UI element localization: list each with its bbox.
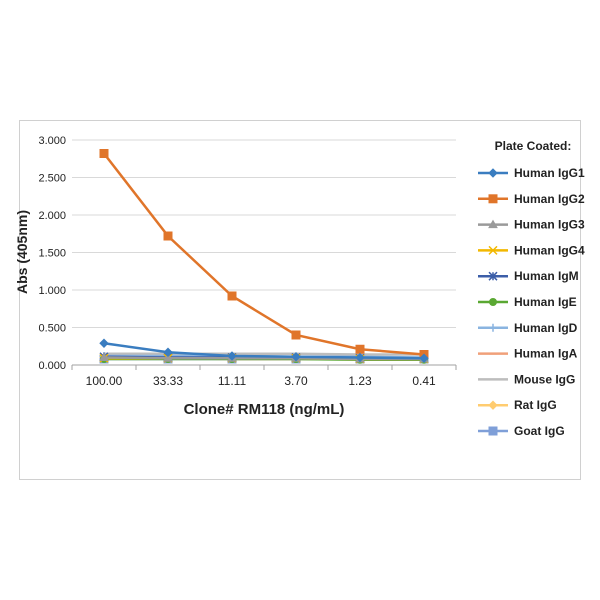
legend-label: Human IgE	[514, 295, 577, 309]
y-tick-label: 3.000	[38, 135, 66, 147]
legend-item: Goat IgG	[478, 424, 565, 438]
data-point	[355, 344, 365, 354]
legend-marker	[488, 245, 498, 255]
legend-item: Human IgE	[478, 295, 577, 309]
data-point	[99, 352, 109, 361]
data-point	[227, 351, 237, 361]
series-line	[104, 352, 424, 356]
series-line	[103, 342, 425, 360]
x-tick-label: 100.00	[86, 374, 123, 388]
legend-label: Mouse IgG	[514, 372, 575, 386]
legend-item: Human IgG1	[478, 166, 585, 180]
data-point	[419, 353, 429, 363]
legend-label: Human IgG4	[514, 243, 585, 257]
series-human-igg2	[99, 149, 429, 359]
y-axis-label: Abs (405nm)	[14, 210, 30, 294]
data-point	[99, 149, 109, 158]
series-line	[103, 152, 425, 356]
legend-marker	[488, 194, 498, 204]
legend-marker	[488, 426, 498, 436]
data-point	[99, 338, 109, 348]
legend-marker	[488, 271, 498, 281]
legend-marker	[489, 323, 497, 332]
legend-label: Goat IgG	[514, 424, 565, 438]
legend-marker	[488, 168, 498, 178]
data-point	[291, 352, 301, 362]
x-tick-label: 33.33	[153, 374, 183, 388]
data-point	[163, 231, 173, 241]
legend-marker	[489, 298, 497, 306]
legend-item: Human IgM	[478, 269, 579, 283]
legend-item: Rat IgG	[478, 398, 557, 412]
legend-label: Human IgM	[514, 269, 579, 283]
legend-label: Human IgD	[514, 321, 578, 335]
series-human-igg1	[99, 338, 429, 363]
y-tick-label: 2.500	[38, 173, 66, 185]
data-point	[163, 353, 173, 362]
data-point	[163, 347, 173, 357]
y-tick-label: 0.500	[38, 323, 66, 335]
y-tick-label: 2.000	[38, 210, 66, 222]
legend-item: Human IgA	[478, 347, 578, 361]
legend-item: Human IgG2	[478, 192, 585, 206]
legend-label: Human IgA	[514, 347, 578, 361]
y-tick-label: 1.500	[38, 248, 66, 260]
x-tick-label: 3.70	[284, 374, 308, 388]
y-tick-label: 0.000	[38, 360, 66, 372]
x-tick-label: 11.11	[218, 374, 247, 388]
series-mouse-igg	[104, 352, 424, 356]
legend-item: Human IgG3	[478, 218, 585, 232]
y-tick-label: 1.000	[38, 285, 66, 297]
series-line	[103, 356, 424, 361]
data-point	[355, 352, 365, 363]
legend-label: Human IgG2	[514, 192, 585, 206]
x-axis-label: Clone# RM118 (ng/mL)	[184, 401, 345, 418]
legend-label: Human IgG3	[514, 218, 585, 232]
legend-title: Plate Coated:	[495, 139, 572, 153]
chart-frame	[19, 120, 581, 480]
legend-item: Human IgD	[478, 321, 578, 335]
legend-item: Mouse IgG	[478, 372, 575, 386]
legend-marker	[488, 400, 498, 410]
legend-label: Human IgG1	[514, 166, 585, 180]
x-tick-label: 1.23	[348, 374, 372, 388]
legend-item: Human IgG4	[478, 243, 585, 257]
legend-marker	[488, 219, 498, 229]
x-tick-label: 0.41	[412, 374, 436, 388]
data-point	[291, 330, 301, 340]
legend-label: Rat IgG	[514, 398, 557, 412]
data-point	[227, 291, 237, 301]
